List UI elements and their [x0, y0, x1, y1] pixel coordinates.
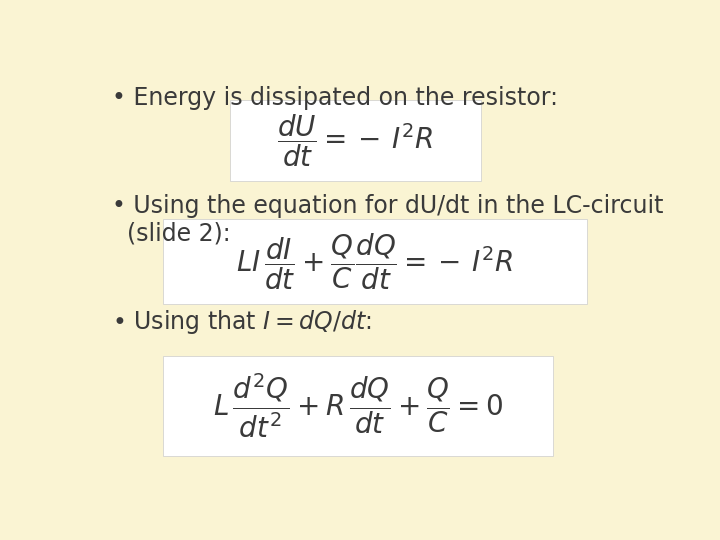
- FancyBboxPatch shape: [230, 100, 481, 181]
- FancyBboxPatch shape: [163, 219, 587, 304]
- Text: $L\,\dfrac{d^2Q}{dt^2} + R\,\dfrac{dQ}{dt} + \dfrac{Q}{C} = 0$: $L\,\dfrac{d^2Q}{dt^2} + R\,\dfrac{dQ}{d…: [212, 372, 503, 440]
- Text: • Energy is dissipated on the resistor:: • Energy is dissipated on the resistor:: [112, 85, 558, 110]
- FancyBboxPatch shape: [163, 356, 553, 456]
- Text: • Using that $I=dQ/dt$:: • Using that $I=dQ/dt$:: [112, 308, 372, 336]
- Text: • Using the equation for dU/dt in the LC-circuit
  (slide 2):: • Using the equation for dU/dt in the LC…: [112, 194, 664, 246]
- Text: $LI\,\dfrac{dI}{dt} + \dfrac{Q}{C}\dfrac{dQ}{dt} = -\,I^2 R$: $LI\,\dfrac{dI}{dt} + \dfrac{Q}{C}\dfrac…: [236, 231, 513, 292]
- Text: $\dfrac{dU}{dt} = -\,I^2 R$: $\dfrac{dU}{dt} = -\,I^2 R$: [277, 112, 433, 169]
